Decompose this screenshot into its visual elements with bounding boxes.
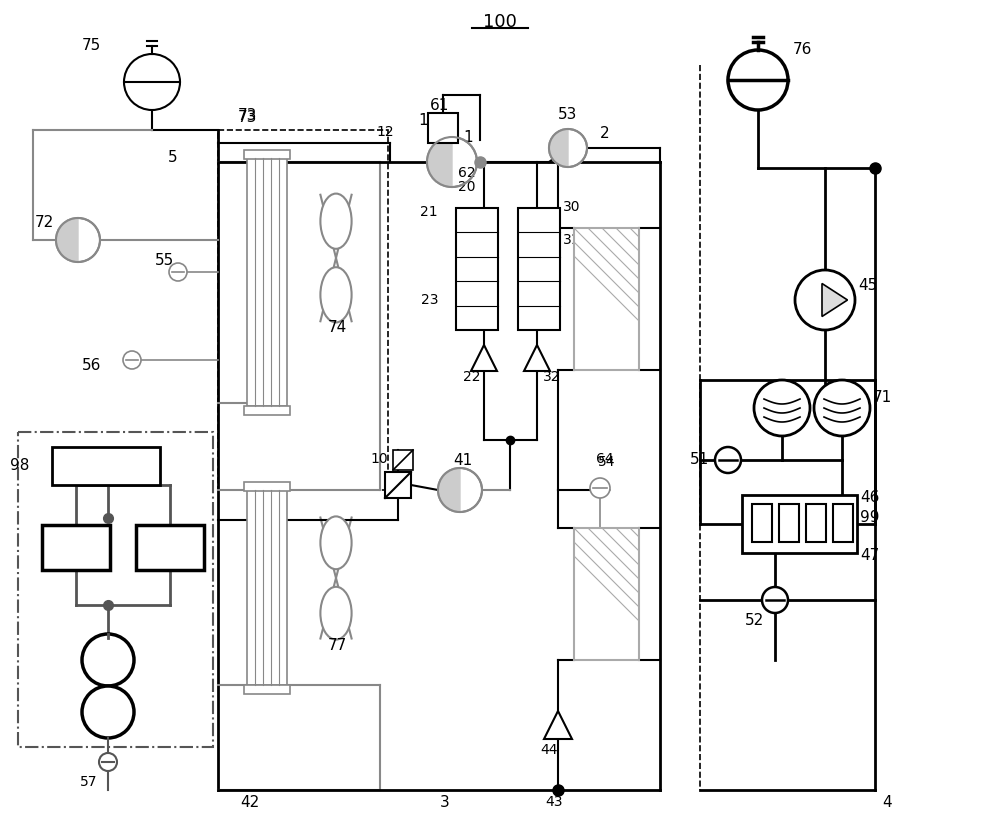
Circle shape xyxy=(56,218,100,262)
Polygon shape xyxy=(822,283,848,317)
Ellipse shape xyxy=(320,193,352,249)
Bar xyxy=(52,447,160,485)
Bar xyxy=(752,504,772,542)
Polygon shape xyxy=(471,345,497,371)
Text: 99: 99 xyxy=(860,510,880,525)
Text: 20: 20 xyxy=(458,180,476,194)
Text: 44: 44 xyxy=(540,743,558,757)
Text: 62: 62 xyxy=(458,166,476,180)
Bar xyxy=(18,432,213,747)
Ellipse shape xyxy=(320,516,352,570)
Text: 100: 100 xyxy=(483,13,517,31)
Text: 32: 32 xyxy=(543,370,560,384)
Bar xyxy=(456,208,498,330)
Text: 73: 73 xyxy=(238,108,257,123)
Text: 47: 47 xyxy=(860,548,879,563)
Circle shape xyxy=(795,270,855,330)
Text: 51: 51 xyxy=(690,452,709,467)
Bar xyxy=(385,472,411,498)
Text: 73: 73 xyxy=(238,110,257,125)
Bar xyxy=(806,504,826,542)
Bar xyxy=(218,130,388,490)
Circle shape xyxy=(814,380,870,436)
Text: 5: 5 xyxy=(168,150,178,165)
Text: 98: 98 xyxy=(10,458,29,473)
Bar xyxy=(247,490,287,685)
Circle shape xyxy=(82,686,134,738)
Text: 4: 4 xyxy=(882,795,892,810)
Text: 76: 76 xyxy=(793,42,812,57)
Circle shape xyxy=(169,263,187,281)
Text: 3: 3 xyxy=(440,795,450,810)
Polygon shape xyxy=(549,129,568,167)
Text: 54: 54 xyxy=(598,455,616,469)
Text: 41: 41 xyxy=(453,453,472,468)
Text: 61: 61 xyxy=(430,98,449,113)
Text: 72: 72 xyxy=(35,215,54,230)
Bar xyxy=(244,685,290,694)
Polygon shape xyxy=(56,218,78,262)
Polygon shape xyxy=(438,468,460,512)
Bar xyxy=(574,528,639,660)
Text: 74: 74 xyxy=(328,320,347,335)
Circle shape xyxy=(427,137,477,187)
Text: 31: 31 xyxy=(563,233,581,247)
Text: 52: 52 xyxy=(745,613,764,628)
Bar xyxy=(244,150,290,159)
Text: 64: 64 xyxy=(596,452,614,466)
Text: 55: 55 xyxy=(155,253,174,268)
Text: 56: 56 xyxy=(82,358,101,373)
Circle shape xyxy=(438,468,482,512)
Polygon shape xyxy=(524,345,550,371)
Text: 23: 23 xyxy=(420,293,438,307)
Text: 30: 30 xyxy=(563,200,580,214)
Bar xyxy=(136,525,204,570)
Ellipse shape xyxy=(320,267,352,323)
Text: 75: 75 xyxy=(82,38,101,53)
Text: 11: 11 xyxy=(418,113,437,128)
Text: 10: 10 xyxy=(370,452,388,466)
Text: 57: 57 xyxy=(80,775,98,789)
Text: 43: 43 xyxy=(545,795,562,809)
Text: 45: 45 xyxy=(858,278,877,293)
Bar xyxy=(393,450,413,470)
Circle shape xyxy=(99,753,117,771)
Bar xyxy=(244,406,290,415)
Bar xyxy=(574,228,639,370)
Bar xyxy=(742,495,857,553)
Circle shape xyxy=(715,447,741,473)
Circle shape xyxy=(762,587,788,613)
Ellipse shape xyxy=(320,587,352,639)
Text: 77: 77 xyxy=(328,638,347,653)
Text: 63: 63 xyxy=(385,473,403,487)
Polygon shape xyxy=(427,137,452,187)
Text: 53: 53 xyxy=(558,107,577,122)
Bar xyxy=(244,482,290,491)
Circle shape xyxy=(82,634,134,686)
Circle shape xyxy=(124,54,180,110)
Text: 12: 12 xyxy=(376,125,394,139)
Circle shape xyxy=(728,50,788,110)
Circle shape xyxy=(123,351,141,369)
Text: 71: 71 xyxy=(873,390,892,405)
Circle shape xyxy=(754,380,810,436)
Text: 1: 1 xyxy=(463,130,473,145)
Bar xyxy=(518,208,560,330)
Text: 46: 46 xyxy=(860,490,879,505)
Bar xyxy=(428,113,458,143)
Bar xyxy=(833,504,853,542)
Text: 42: 42 xyxy=(240,795,259,810)
Bar xyxy=(42,525,110,570)
Bar xyxy=(247,158,287,406)
Polygon shape xyxy=(544,711,572,739)
Text: 21: 21 xyxy=(420,205,438,219)
Text: 2: 2 xyxy=(600,126,610,141)
Circle shape xyxy=(549,129,587,167)
Circle shape xyxy=(590,478,610,498)
Bar xyxy=(779,504,799,542)
Text: 22: 22 xyxy=(463,370,480,384)
